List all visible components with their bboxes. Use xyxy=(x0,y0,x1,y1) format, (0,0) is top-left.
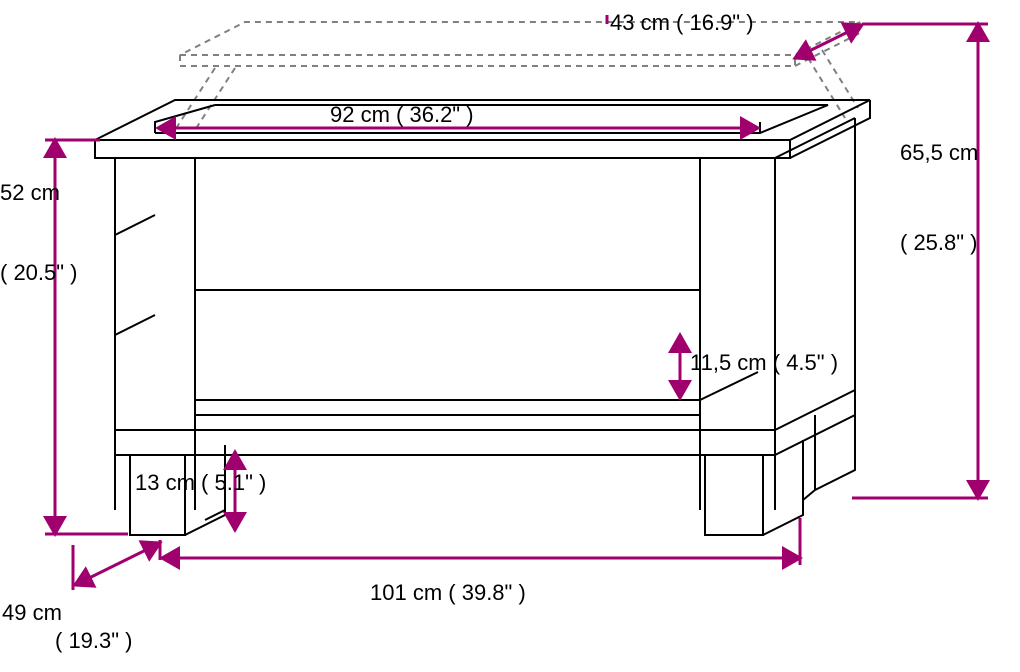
dimension-lines xyxy=(45,15,988,590)
dim-shelf-gap: 11,5 cm ( 4.5" ) xyxy=(690,350,838,375)
dim-width-front: 101 cm ( 39.8" ) xyxy=(370,580,526,605)
dim-height-left-in: ( 20.5" ) xyxy=(0,260,78,285)
dim-depth-front-cm: 49 cm xyxy=(2,600,62,625)
dim-leg-height: 13 cm ( 5.1" ) xyxy=(135,470,266,495)
dim-inner-width: 92 cm ( 36.2" ) xyxy=(330,102,474,127)
dim-depth-front-in: ( 19.3" ) xyxy=(55,628,133,653)
lifted-top xyxy=(175,22,860,130)
dim-height-right-cm: 65,5 cm xyxy=(900,140,978,165)
dimension-diagram: 43 cm ( 16.9" ) 92 cm ( 36.2" ) 52 cm ( … xyxy=(0,0,1020,672)
dim-height-right-in: ( 25.8" ) xyxy=(900,230,978,255)
dim-height-left-cm: 52 cm xyxy=(0,180,60,205)
dim-top-depth: 43 cm ( 16.9" ) xyxy=(610,10,754,35)
